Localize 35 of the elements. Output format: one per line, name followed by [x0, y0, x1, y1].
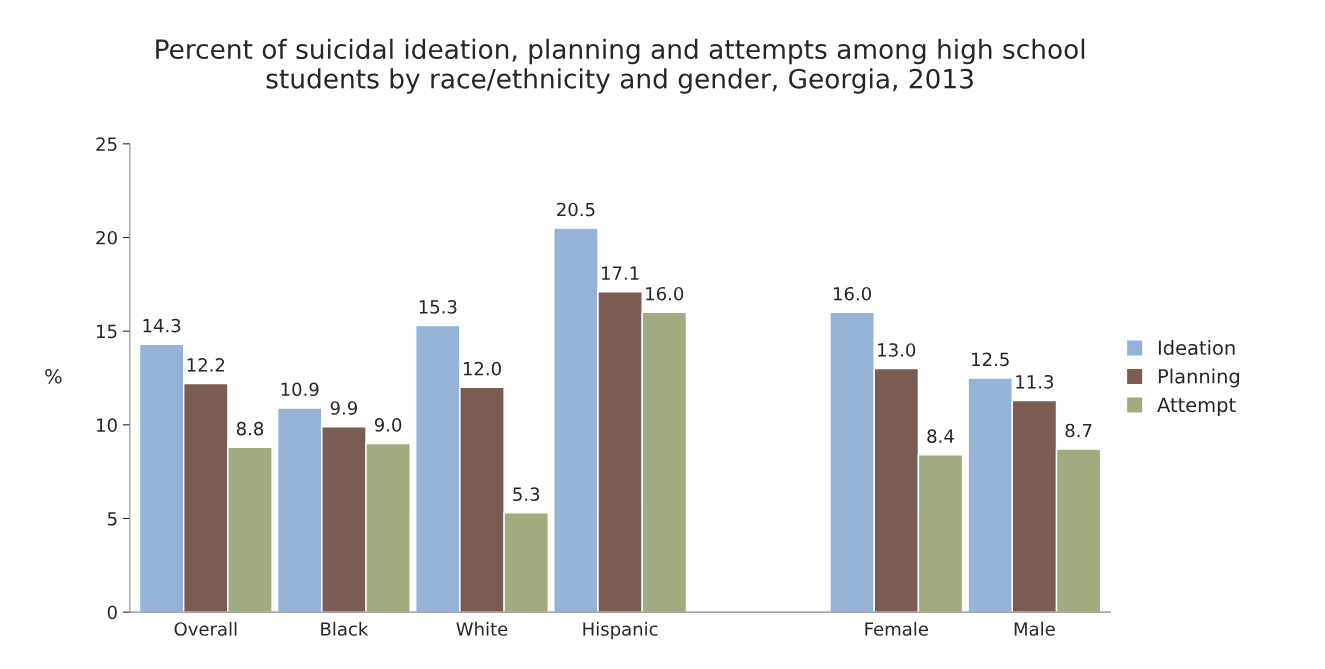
y-axis-title: %: [45, 368, 62, 384]
y-tick-label: 15: [97, 324, 117, 339]
legend-label: Planning: [1158, 368, 1240, 388]
x-tick-label: Overall: [174, 621, 237, 636]
y-tick-label: 20: [96, 230, 117, 245]
data-label: 15.3: [419, 300, 457, 314]
data-label: 8.7: [1065, 423, 1092, 438]
chart-title: Percent of suicidal ideation, planning and attempts among high school students by race/ethnicity and gender, Georgia, 2013: [156, 38, 1085, 94]
x-tick-label: Female: [865, 621, 928, 636]
data-label: 12.0: [463, 361, 501, 376]
data-label: 9.0: [374, 418, 402, 432]
legend-label: Ideation: [1158, 340, 1235, 356]
data-label: 17.1: [601, 266, 639, 280]
data-label: 9.9: [330, 401, 357, 415]
data-label: 14.3: [143, 318, 181, 333]
data-label: 10.9: [281, 382, 319, 397]
data-label: 12.2: [187, 358, 225, 372]
x-tick-label: Male: [1014, 621, 1055, 636]
data-label: 20.5: [557, 202, 595, 217]
y-tick-label: 0: [107, 605, 117, 620]
y-tick-label: 5: [107, 512, 117, 526]
data-label: 16.0: [833, 286, 872, 301]
x-tick-label: Hispanic: [583, 621, 658, 640]
data-label: 5.3: [513, 487, 540, 502]
data-label: 12.5: [972, 352, 1009, 367]
legend-label: Attempt: [1157, 397, 1236, 416]
y-tick-label: 25: [96, 137, 117, 151]
data-label: 8.8: [236, 421, 264, 436]
data-label: 11.3: [1016, 374, 1054, 389]
data-label: 13.0: [878, 343, 916, 357]
data-label: 16.0: [646, 286, 684, 301]
data-label: 8.4: [927, 429, 954, 443]
x-tick-label: Black: [321, 621, 369, 636]
y-tick-label: 10: [97, 418, 117, 432]
x-tick-label: White: [456, 621, 508, 636]
